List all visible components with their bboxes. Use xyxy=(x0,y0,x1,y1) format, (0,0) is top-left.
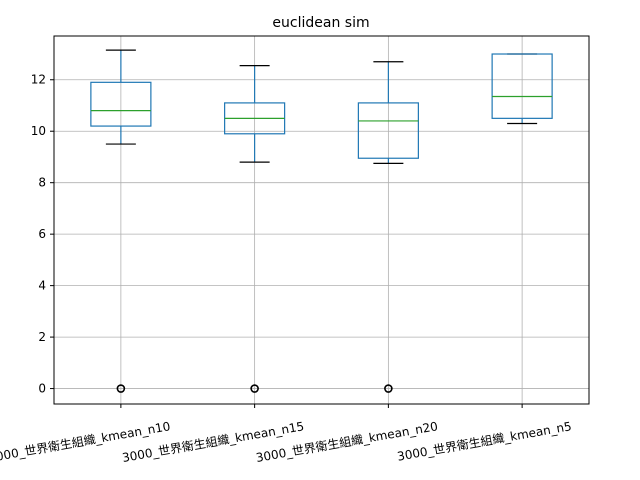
y-tick-label: 6 xyxy=(38,227,46,241)
y-tick-label: 10 xyxy=(31,124,46,138)
iqr-box xyxy=(90,81,152,127)
chart-title: euclidean sim xyxy=(272,15,369,31)
box-group xyxy=(90,49,152,393)
plot-frame xyxy=(53,35,590,405)
y-tick-label: 4 xyxy=(38,279,46,293)
iqr-box xyxy=(357,102,419,159)
outlier-point xyxy=(250,384,259,393)
box-layer xyxy=(90,49,553,393)
y-tick-label: 2 xyxy=(38,330,46,344)
axis-layer: 0246810123000_世界衛生組織_kmean_n103000_世界衛生組… xyxy=(0,35,590,465)
box-group xyxy=(224,64,286,393)
box-group xyxy=(357,61,419,393)
outlier-point xyxy=(384,384,393,393)
box-group xyxy=(491,53,553,125)
y-tick-label: 12 xyxy=(31,73,46,87)
outlier-point xyxy=(116,384,126,393)
grid-layer xyxy=(54,36,589,404)
y-tick-label: 0 xyxy=(38,382,46,396)
y-tick-label: 8 xyxy=(38,176,46,190)
iqr-box xyxy=(491,53,553,119)
